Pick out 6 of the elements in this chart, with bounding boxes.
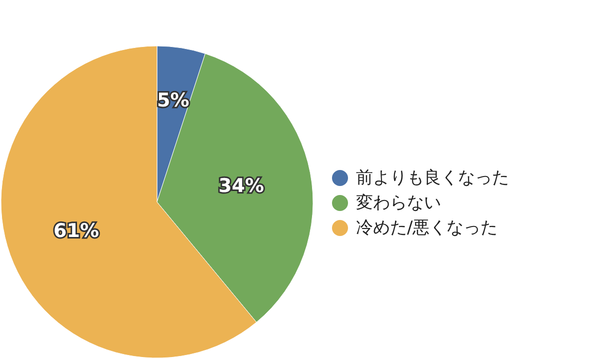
- legend-label: 前よりも良くなった: [356, 168, 509, 188]
- legend-label: 変わらない: [356, 193, 441, 213]
- data-label: 61%: [54, 220, 100, 242]
- data-label: 34%: [218, 174, 264, 197]
- data-label: 5%: [156, 89, 190, 112]
- legend-label: 冷めた/悪くなった: [356, 218, 498, 238]
